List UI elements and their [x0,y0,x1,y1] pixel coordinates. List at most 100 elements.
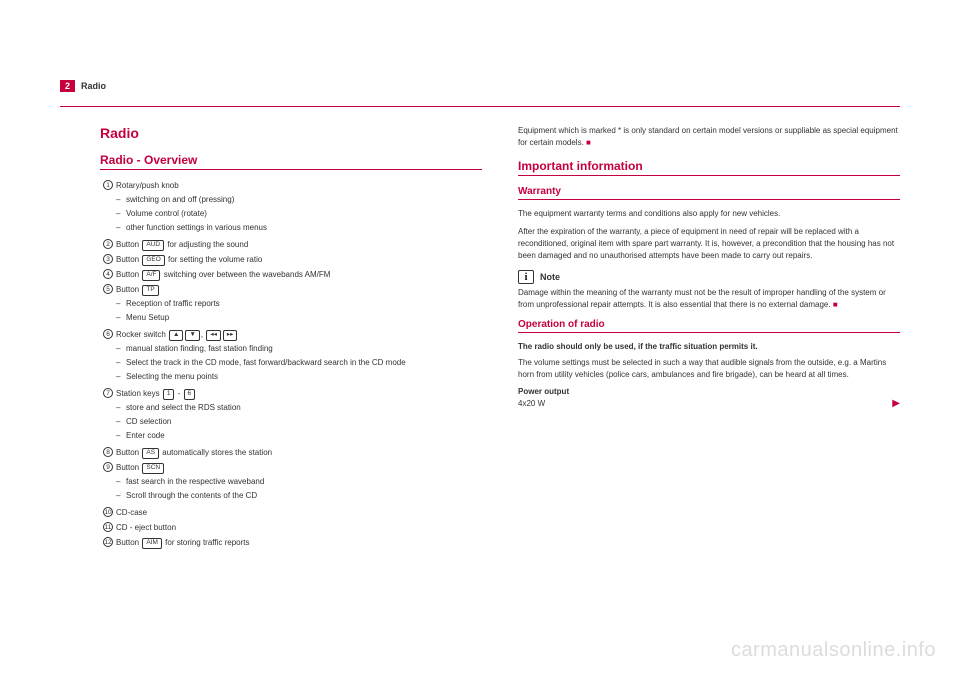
list-item: 8Button AS automatically stores the stat… [100,447,482,459]
keycap: AS [142,448,159,459]
overview-list: 1Rotary/push knobswitching on and off (p… [100,180,482,549]
keycap: ▸▸ [223,330,238,341]
warranty-p2: After the expiration of the warranty, a … [518,226,900,262]
list-item: 5Button TP Reception of traffic reportsMe… [100,284,482,326]
left-column: Radio Radio - Overview 1Rotary/push knob… [100,125,482,552]
sub-item: Selecting the menu points [116,371,482,383]
watermark: carmanualsonline.info [731,639,936,662]
sub-item: Enter code [116,430,482,442]
h2-important: Important information [518,159,900,173]
sub-list: switching on and off (pressing)Volume co… [116,194,482,234]
list-item: 10CD-case [100,507,482,519]
item-body: CD - eject button [116,522,482,534]
operation-bold: The radio should only be used, if the tr… [518,341,900,352]
item-number: 12 [100,537,116,547]
keycap: SCN [142,463,164,474]
warranty-p1: The equipment warranty terms and conditi… [518,208,900,220]
h2-rule [518,175,900,176]
item-body: Rocker switch ▲▼, ◂◂▸▸ manual station fin… [116,329,482,385]
block-end-marker: ■ [586,138,591,147]
item-number: 6 [100,329,116,339]
item-number: 3 [100,254,116,264]
keycap: ▲ [169,330,183,341]
item-text: Button GEO for setting the volume ratio [116,254,482,266]
item-body: Button GEO for setting the volume ratio [116,254,482,266]
item-text: CD-case [116,507,482,519]
sub-list: store and select the RDS station CD selec… [116,402,482,442]
h3-rule [518,199,900,200]
right-column: Equipment which is marked * is only stan… [518,125,900,552]
sub-item: CD selection [116,416,482,428]
sub-item: Reception of traffic reports [116,298,482,310]
sub-list: Reception of traffic reportsMenu Setup [116,298,482,324]
sub-item: manual station finding, fast station fin… [116,343,482,355]
item-number: 7 [100,388,116,398]
power-output-row: 4x20 W ▶ [518,398,900,409]
item-text: Station keys 1 - 6 [116,388,482,400]
keycap: GEO [142,255,164,266]
keycap: 1 [163,389,175,400]
item-body: Button AIM for storing traffic reports [116,537,482,549]
item-number: 10 [100,507,116,517]
list-item: 12Button AIM for storing traffic reports [100,537,482,549]
item-text: Rocker switch ▲▼, ◂◂▸▸ [116,329,482,341]
sub-item: fast search in the respective waveband [116,476,482,488]
intro-paragraph: Equipment which is marked * is only stan… [518,125,900,149]
keycap: A/F [142,270,160,281]
item-body: Button TP Reception of traffic reportsMen… [116,284,482,326]
item-number: 8 [100,447,116,457]
item-number: 2 [100,239,116,249]
item-text: Button SCN [116,462,482,474]
list-item: 7Station keys 1 - 6 store and select the … [100,388,482,444]
keycap: AIM [142,538,162,549]
item-text: Button AIM for storing traffic reports [116,537,482,549]
list-item: 1Rotary/push knob switching on and off (p… [100,180,482,236]
power-output-label: Power output [518,387,900,396]
item-text: Rotary/push knob [116,180,482,192]
item-text: Button A/F switching over between the wa… [116,269,482,281]
note-header: i Note [518,270,900,284]
item-body: Button SCN fast search in the respective … [116,462,482,504]
page-header: 2 Radio [60,80,900,92]
list-item: 2Button AUD for adjusting the sound [100,239,482,251]
h3-rule [518,332,900,333]
info-icon: i [518,270,534,284]
page-number-badge: 2 [60,80,75,92]
sub-list: manual station finding, fast station fin… [116,343,482,383]
keycap: 6 [184,389,196,400]
item-number: 9 [100,462,116,472]
item-body: Rotary/push knob switching on and off (pr… [116,180,482,236]
keycap: ▼ [185,330,199,341]
item-number: 11 [100,522,116,532]
item-body: Station keys 1 - 6 store and select the R… [116,388,482,444]
item-number: 5 [100,284,116,294]
h2-rule [100,169,482,170]
sub-item: store and select the RDS station [116,402,482,414]
item-text: CD - eject button [116,522,482,534]
operation-p1: The volume settings must be selected in … [518,357,900,381]
h2-overview: Radio - Overview [100,153,482,167]
item-text: Button AUD for adjusting the sound [116,239,482,251]
item-body: CD-case [116,507,482,519]
note-text: Damage within the meaning of the warrant… [518,287,900,311]
keycap: AUD [142,240,164,251]
item-number: 1 [100,180,116,190]
h3-operation: Operation of radio [518,319,900,330]
block-end-marker: ■ [833,300,838,309]
list-item: 11CD - eject button [100,522,482,534]
sub-item: other function settings in various menus [116,222,482,234]
item-text: Button TP [116,284,482,296]
sub-item: Scroll through the contents of the CD [116,490,482,502]
header-section-title: Radio [81,81,106,91]
item-text: Button AS automatically stores the stati… [116,447,482,459]
note-body: Damage within the meaning of the warrant… [518,288,886,309]
sub-list: fast search in the respective waveband Sc… [116,476,482,502]
item-number: 4 [100,269,116,279]
item-body: Button AUD for adjusting the sound [116,239,482,251]
header-rule [60,106,900,107]
list-item: 4Button A/F switching over between the w… [100,269,482,281]
sub-item: Select the track in the CD mode, fast fo… [116,357,482,369]
continue-icon: ▶ [892,398,900,409]
keycap: ◂◂ [206,330,221,341]
sub-item: Volume control (rotate) [116,208,482,220]
